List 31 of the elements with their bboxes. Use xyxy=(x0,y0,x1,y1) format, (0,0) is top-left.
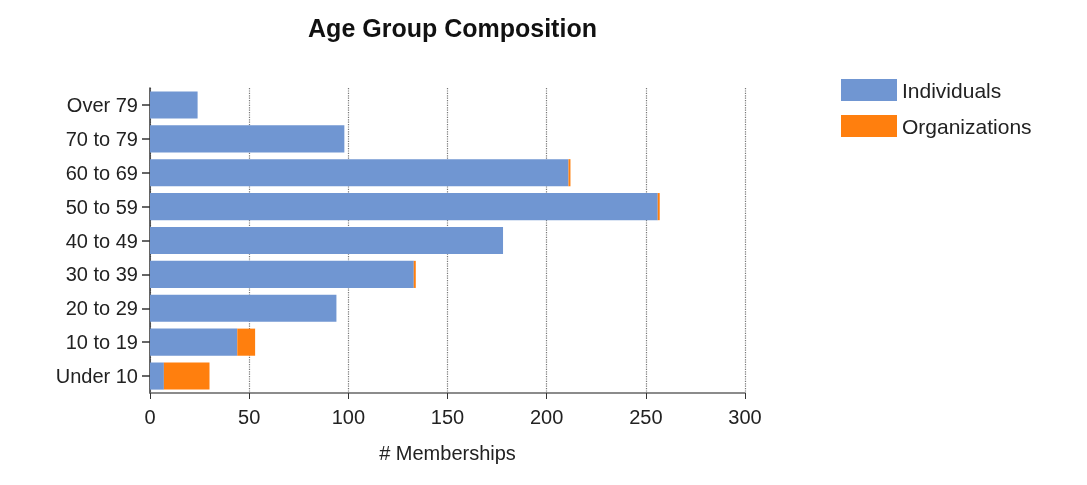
x-tick-label: 250 xyxy=(629,406,663,428)
legend-label: Individuals xyxy=(902,78,1002,102)
bar xyxy=(150,362,164,390)
y-tick-label: 60 to 69 xyxy=(65,161,138,184)
chart-title: Age Group Composition xyxy=(308,13,597,42)
y-tick-label: 50 to 59 xyxy=(65,195,138,218)
bar xyxy=(150,91,198,119)
bar xyxy=(150,159,569,187)
bar xyxy=(150,328,238,356)
bar xyxy=(150,226,504,255)
bar xyxy=(237,328,256,356)
x-tick-label: 300 xyxy=(728,406,762,428)
bar xyxy=(150,125,345,153)
bar xyxy=(150,193,658,221)
bar xyxy=(163,362,210,390)
x-tick-label: 100 xyxy=(331,406,366,428)
y-tick-label: 40 to 49 xyxy=(65,229,138,252)
y-tick-label: 30 to 39 xyxy=(65,263,138,286)
bar xyxy=(150,294,337,322)
x-tick-label: 150 xyxy=(430,406,465,428)
x-tick-label: 0 xyxy=(144,406,156,428)
y-tick-label: Over 79 xyxy=(66,93,138,116)
legend-label: Organizations xyxy=(902,114,1032,138)
x-tick-label: 200 xyxy=(529,406,564,428)
y-tick-label: 20 to 29 xyxy=(65,297,138,320)
x-axis-title: # Memberships xyxy=(379,442,516,464)
x-tick-label: 50 xyxy=(238,406,261,428)
y-tick-label: 70 to 79 xyxy=(65,127,138,150)
y-tick-label: 10 to 19 xyxy=(65,331,138,354)
y-tick-label: Under 10 xyxy=(55,365,138,388)
bar xyxy=(150,260,414,288)
